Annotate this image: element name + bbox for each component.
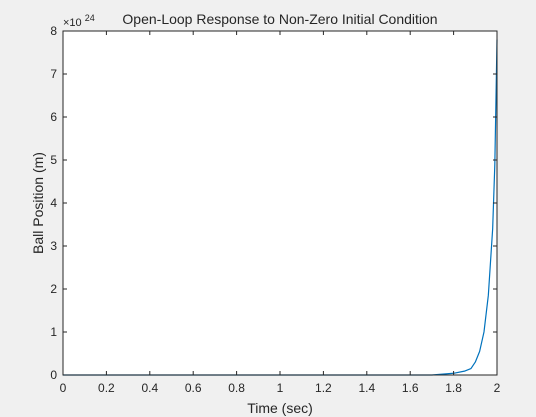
x-axis-label: Time (sec) <box>247 400 313 416</box>
x-tick-label: 0.4 <box>141 381 158 395</box>
x-tick-label: 1.2 <box>315 381 332 395</box>
x-axis-ticks: 0 0.2 0.4 0.6 0.8 1 1.2 1.4 1.6 1.8 2 <box>60 31 501 395</box>
x-tick-label: 1.6 <box>402 381 419 395</box>
x-tick-label: 0.2 <box>98 381 115 395</box>
x-tick-label: 0.6 <box>185 381 202 395</box>
y-axis-exponent: ×10 24 <box>63 13 95 29</box>
y-axis-ticks: 0 1 2 3 4 5 6 7 8 <box>50 24 497 382</box>
x-tick-label: 0 <box>60 381 67 395</box>
x-tick-label: 1.4 <box>358 381 375 395</box>
plot-area <box>63 31 497 375</box>
y-tick-label: 4 <box>50 196 57 210</box>
y-axis-exponent-power: 24 <box>85 13 95 23</box>
y-tick-label: 7 <box>50 67 57 81</box>
y-tick-label: 1 <box>50 325 57 339</box>
y-axis-exponent-base: ×10 <box>63 17 82 29</box>
chart-title: Open-Loop Response to Non-Zero Initial C… <box>122 11 437 27</box>
x-tick-label: 1 <box>277 381 284 395</box>
y-tick-label: 6 <box>50 110 57 124</box>
x-tick-label: 2 <box>494 381 501 395</box>
x-tick-label: 0.8 <box>228 381 245 395</box>
y-axis-label: Ball Position (m) <box>30 152 46 254</box>
y-tick-label: 0 <box>50 368 57 382</box>
series-line-0 <box>63 39 498 376</box>
y-tick-label: 8 <box>50 24 57 38</box>
y-tick-label: 5 <box>50 153 57 167</box>
x-tick-label: 1.8 <box>445 381 462 395</box>
y-tick-label: 3 <box>50 239 57 253</box>
y-tick-label: 2 <box>50 282 57 296</box>
curve-layer <box>63 39 498 376</box>
